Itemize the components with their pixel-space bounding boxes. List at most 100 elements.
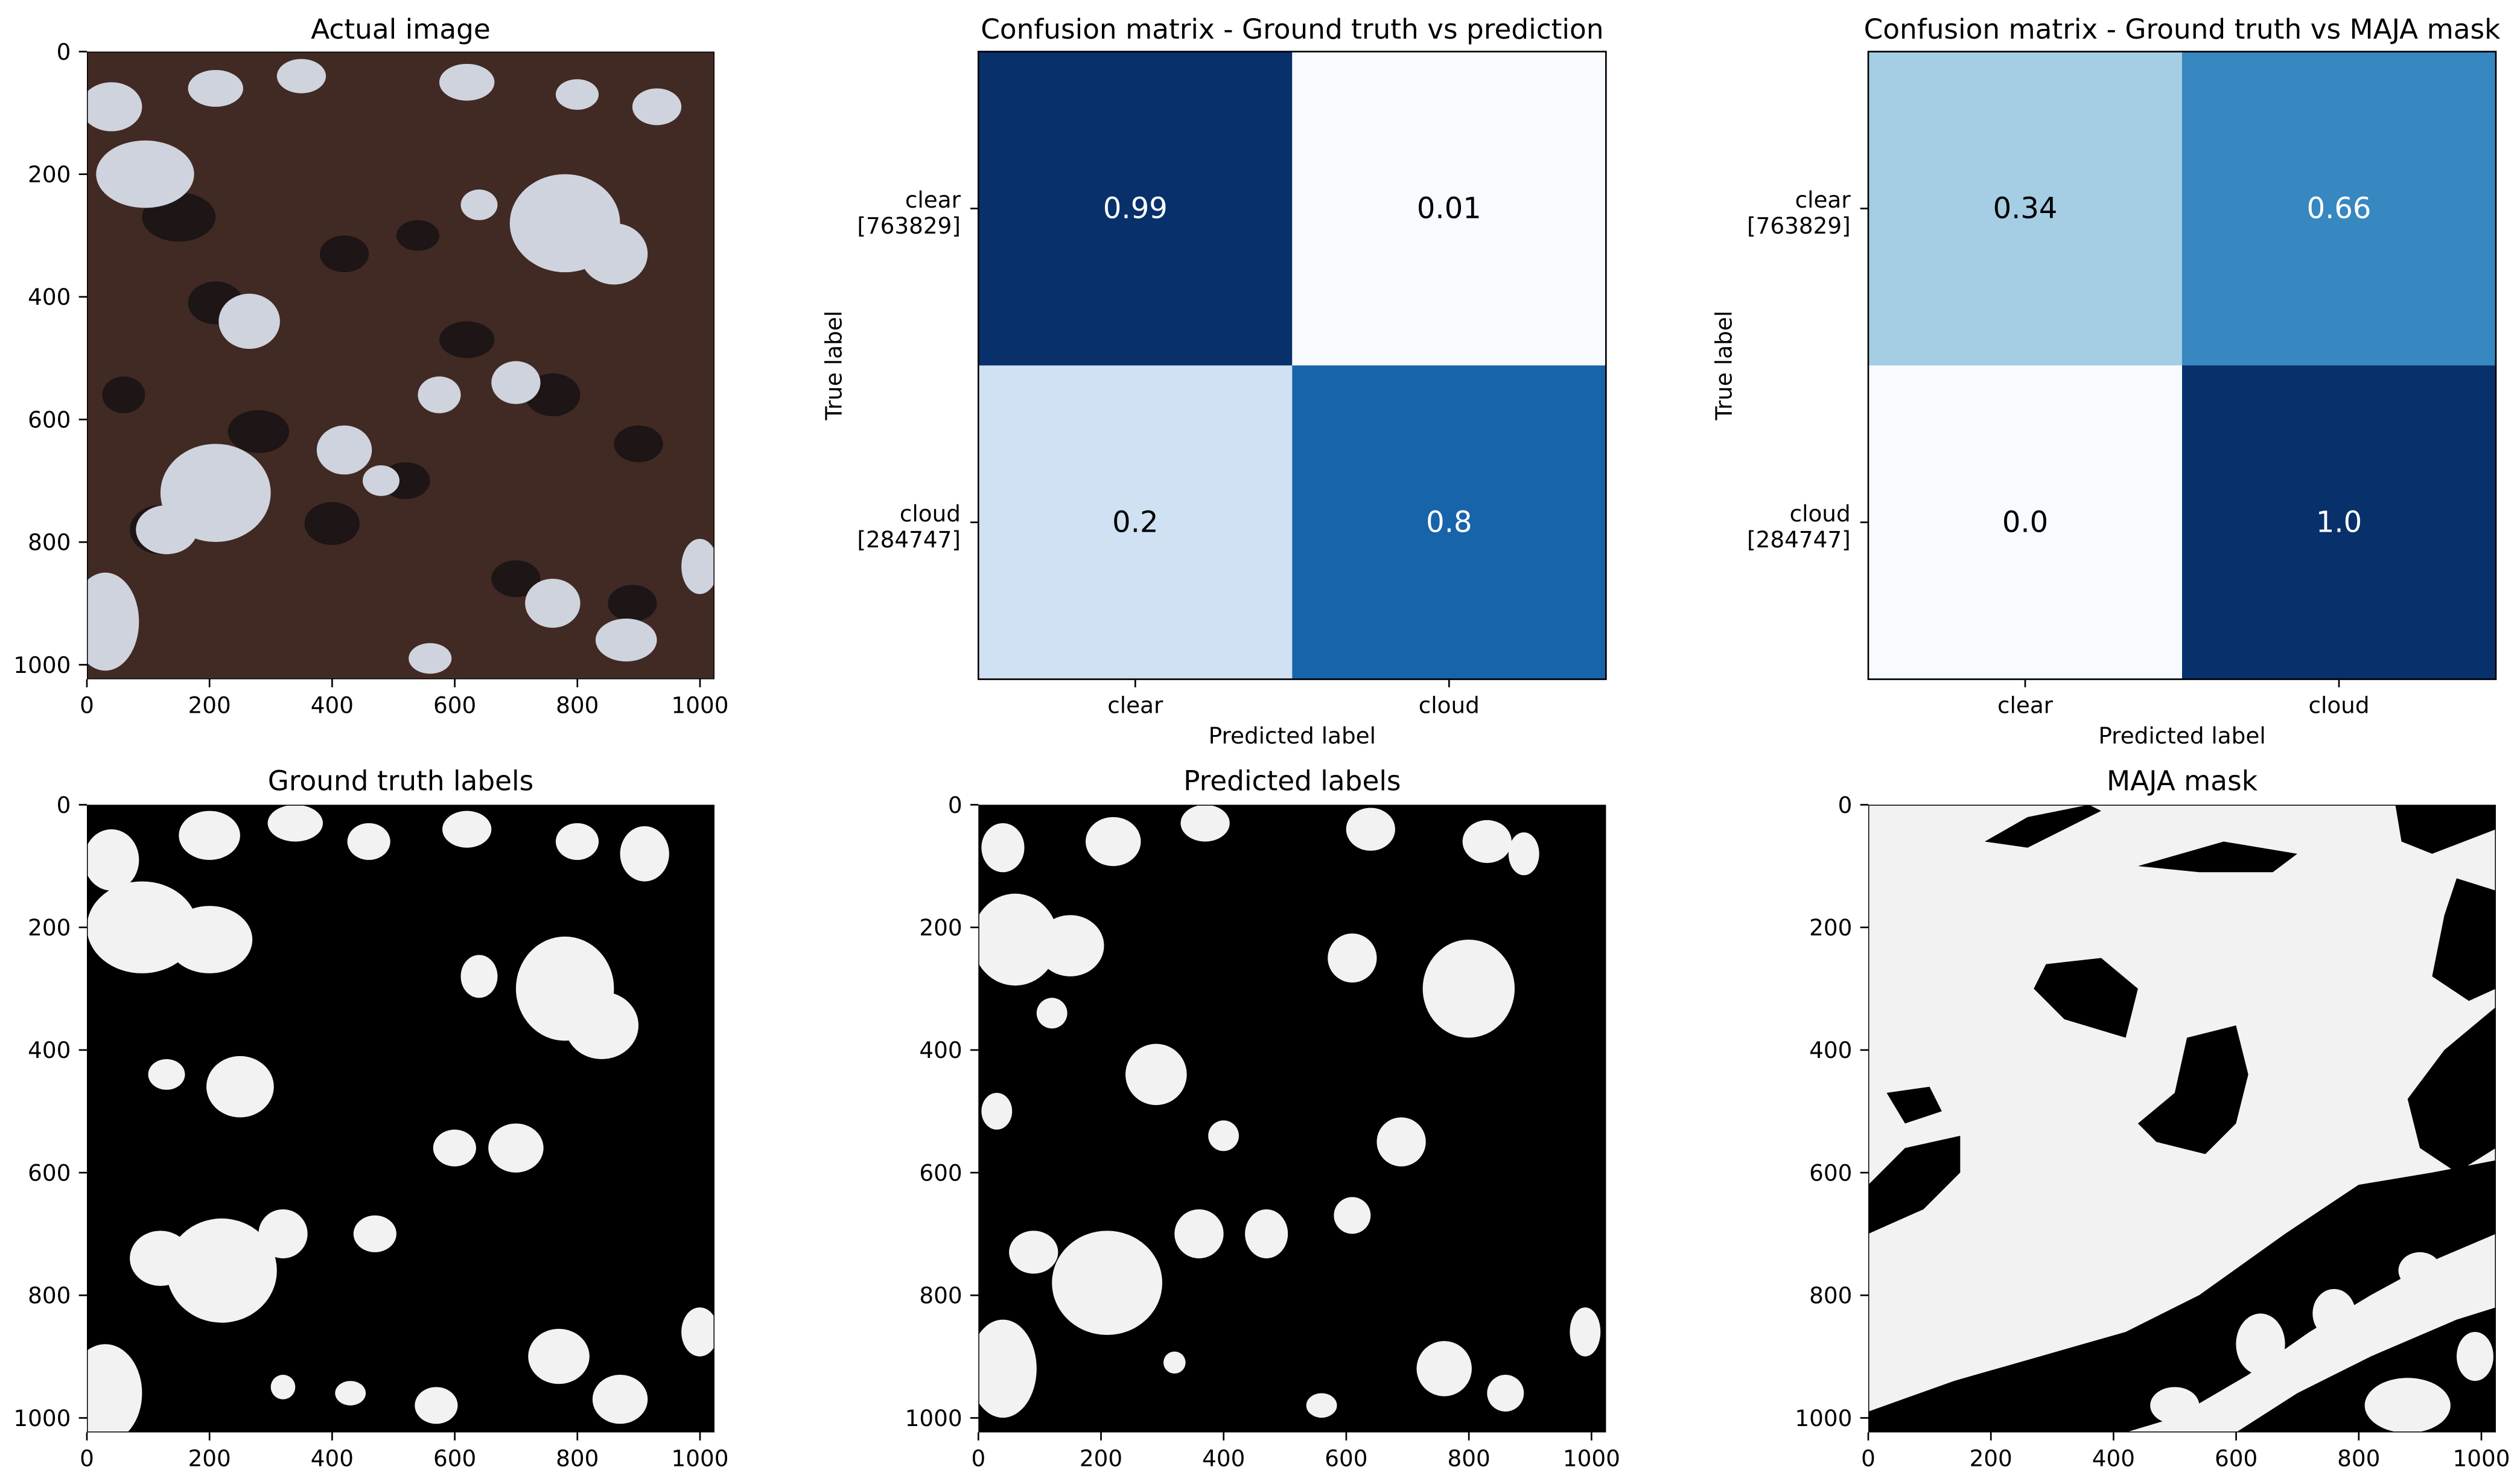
x-tick-label: 0 bbox=[80, 692, 94, 719]
predicted-y-ticks: 0 200 400 600 800 1000 bbox=[905, 792, 979, 1431]
cm-value-label: 0.34 bbox=[1993, 192, 2058, 226]
confusion-matrix-maja-panel: Confusion matrix - Ground truth vs MAJA … bbox=[1710, 13, 2501, 749]
y-tick-label: 0 bbox=[1838, 792, 1853, 818]
x-tick-label: 1000 bbox=[672, 1445, 729, 1472]
x-tick-label: 600 bbox=[433, 692, 476, 719]
satellite-image bbox=[87, 51, 714, 680]
y-tick-label: 1000 bbox=[13, 652, 71, 678]
y-tick-label: 200 bbox=[919, 914, 962, 941]
cm-maja-frame bbox=[1867, 51, 2497, 680]
actual-image-y-ticks: 0 200 400 600 800 1000 bbox=[13, 39, 87, 678]
maja-x-ticks: 0 200 400 600 800 1000 bbox=[1861, 1432, 2510, 1472]
cm-cell-cloud-cloud bbox=[1292, 365, 1606, 680]
y-category-count: [284747] bbox=[1747, 526, 1851, 553]
cloud-shadows bbox=[102, 193, 663, 622]
ground-tint bbox=[87, 51, 714, 680]
x-tick-label: 200 bbox=[1080, 1445, 1122, 1472]
x-tick-label: 1000 bbox=[1563, 1445, 1620, 1472]
x-tick-label: 600 bbox=[1325, 1445, 1367, 1472]
x-tick-label: 400 bbox=[311, 692, 354, 719]
y-tick-label: 600 bbox=[28, 406, 71, 433]
x-tick-label: 800 bbox=[556, 692, 599, 719]
y-tick-label: 0 bbox=[57, 39, 71, 65]
cm-cell-cloud-cloud bbox=[2182, 365, 2496, 680]
y-tick-label: 200 bbox=[28, 161, 71, 188]
x-tick-label: 800 bbox=[556, 1445, 599, 1472]
y-tick-label: 800 bbox=[28, 1282, 71, 1309]
clouds bbox=[87, 59, 714, 674]
confusion-matrix-prediction-panel: Confusion matrix - Ground truth vs predi… bbox=[821, 13, 1607, 749]
x-tick-label: 0 bbox=[80, 1445, 94, 1472]
y-tick-label: 200 bbox=[28, 914, 71, 941]
cloud-regions bbox=[978, 804, 1601, 1418]
cm-value-label: 1.0 bbox=[2316, 506, 2362, 540]
x-category-label: cloud bbox=[1419, 692, 1480, 719]
x-category-label: clear bbox=[1107, 692, 1163, 719]
cloud-islands bbox=[2150, 1252, 2493, 1433]
y-category-label: clear bbox=[1795, 186, 1851, 213]
cm-cell-cloud-clear bbox=[978, 365, 1293, 680]
cm-value-label: 0.0 bbox=[2002, 506, 2048, 540]
cloud-regions bbox=[87, 804, 714, 1433]
y-axis-label: True label bbox=[821, 311, 847, 421]
x-category-label: cloud bbox=[2308, 692, 2369, 719]
y-tick-label: 800 bbox=[919, 1282, 962, 1309]
cm-cell-clear-cloud bbox=[2182, 51, 2496, 366]
y-tick-label: 400 bbox=[1809, 1037, 1852, 1063]
y-tick-label: 800 bbox=[1809, 1282, 1852, 1309]
y-category-label: cloud bbox=[1790, 500, 1851, 527]
x-tick-label: 800 bbox=[2337, 1445, 2380, 1472]
cm-cell-clear-clear bbox=[978, 51, 1293, 366]
x-tick-label: 200 bbox=[188, 692, 231, 719]
cm-cell-clear-clear bbox=[1868, 51, 2182, 366]
predicted-x-ticks: 0 200 400 600 800 1000 bbox=[971, 1432, 1620, 1472]
x-tick-label: 1000 bbox=[2453, 1445, 2510, 1472]
y-tick-label: 600 bbox=[1809, 1159, 1852, 1186]
y-tick-label: 600 bbox=[28, 1159, 71, 1186]
x-tick-label: 400 bbox=[311, 1445, 354, 1472]
cm-value-label: 0.01 bbox=[1417, 192, 1481, 226]
cm-cell-cloud-clear bbox=[1868, 365, 2182, 680]
y-tick-label: 400 bbox=[28, 284, 71, 310]
y-tick-label: 0 bbox=[948, 792, 962, 818]
x-tick-label: 0 bbox=[1861, 1445, 1876, 1472]
y-category-label: cloud bbox=[900, 500, 961, 527]
x-tick-label: 0 bbox=[971, 1445, 985, 1472]
cm-value-label: 0.2 bbox=[1112, 506, 1158, 540]
y-tick-label: 400 bbox=[28, 1037, 71, 1063]
x-category-label: clear bbox=[1997, 692, 2054, 719]
x-tick-label: 400 bbox=[2092, 1445, 2135, 1472]
mask-background bbox=[978, 804, 1606, 1433]
y-tick-label: 800 bbox=[28, 529, 71, 556]
y-category-count: [284747] bbox=[857, 526, 961, 553]
y-tick-label: 0 bbox=[57, 792, 71, 818]
ground-truth-mask bbox=[87, 804, 714, 1433]
actual-image-title: Actual image bbox=[311, 13, 491, 45]
x-tick-label: 200 bbox=[188, 1445, 231, 1472]
x-tick-label: 800 bbox=[1448, 1445, 1491, 1472]
actual-image-panel: Actual image bbox=[13, 13, 728, 718]
maja-mask-title: MAJA mask bbox=[2107, 765, 2258, 797]
x-tick-label: 400 bbox=[1202, 1445, 1245, 1472]
predicted-mask bbox=[978, 804, 1606, 1433]
y-tick-label: 1000 bbox=[905, 1405, 962, 1431]
y-category-count: [763829] bbox=[857, 212, 961, 239]
y-tick-label: 600 bbox=[919, 1159, 962, 1186]
x-tick-label: 1000 bbox=[672, 692, 729, 719]
x-axis-label: Predicted label bbox=[2098, 722, 2265, 749]
predicted-labels-panel: Predicted labels bbox=[905, 765, 1620, 1472]
maja-mask bbox=[1868, 804, 2496, 1433]
x-axis-label: Predicted label bbox=[1209, 722, 1376, 749]
x-tick-label: 600 bbox=[2215, 1445, 2258, 1472]
cm-prediction-title: Confusion matrix - Ground truth vs predi… bbox=[981, 13, 1603, 45]
y-tick-label: 1000 bbox=[13, 1405, 71, 1431]
y-category-count: [763829] bbox=[1747, 212, 1851, 239]
y-axis-label: True label bbox=[1710, 311, 1737, 421]
predicted-labels-title: Predicted labels bbox=[1183, 765, 1401, 797]
cm-value-label: 0.99 bbox=[1103, 192, 1168, 226]
cm-value-label: 0.8 bbox=[1426, 506, 1472, 540]
x-tick-label: 200 bbox=[1970, 1445, 2012, 1472]
maja-y-ticks: 0 200 400 600 800 1000 bbox=[1795, 792, 1868, 1431]
y-category-label: clear bbox=[905, 186, 961, 213]
